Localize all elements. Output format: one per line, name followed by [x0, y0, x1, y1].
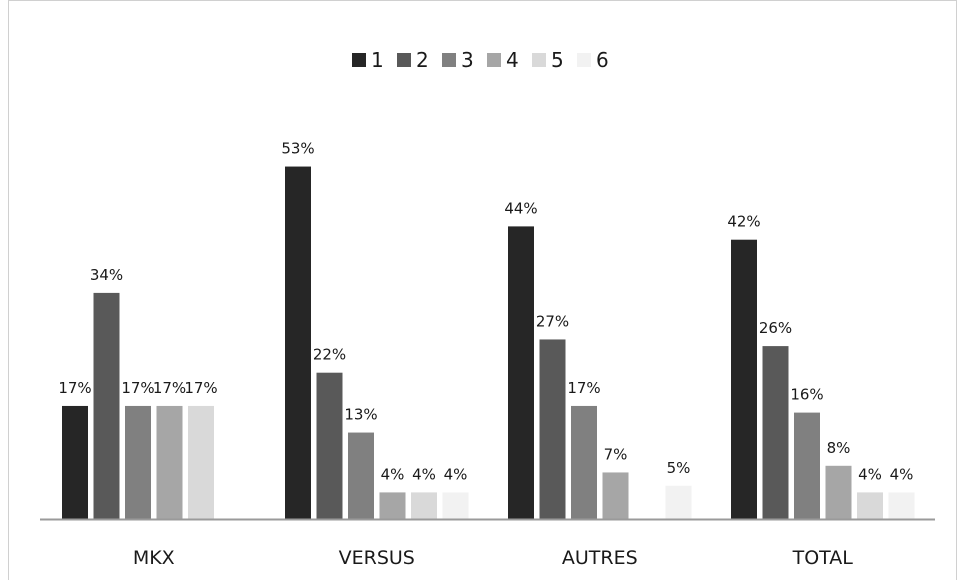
- legend-swatch-5: [532, 53, 546, 67]
- legend-label-6: 6: [596, 48, 609, 72]
- legend: 1 2 3 4 5 6: [352, 48, 609, 72]
- bar-versus-series-5: [411, 492, 437, 519]
- data-label-total-series-4: 8%: [827, 439, 851, 457]
- bar-autres-series-3: [571, 405, 597, 519]
- data-label-versus-series-1: 53%: [281, 140, 314, 158]
- data-label-mkx-series-5: 17%: [184, 379, 217, 397]
- bar-versus-series-1: [285, 166, 311, 520]
- bar-mkx-series-5: [188, 405, 214, 519]
- bar-autres-series-4: [602, 472, 629, 519]
- data-label-total-series-6: 4%: [890, 465, 914, 483]
- data-label-autres-series-2: 27%: [536, 312, 569, 330]
- bar-total-series-3: [794, 412, 820, 519]
- data-label-autres-series-6: 5%: [667, 459, 691, 477]
- data-label-total-series-2: 26%: [759, 319, 792, 337]
- category-label-autres: AUTRES: [562, 547, 638, 569]
- bar-versus-series-4: [379, 492, 406, 519]
- legend-label-2: 2: [416, 48, 429, 72]
- legend-swatch-4: [487, 53, 501, 67]
- bar-total-series-6: [888, 492, 915, 519]
- data-label-total-series-5: 4%: [858, 465, 882, 483]
- bar-total-series-4: [825, 465, 852, 519]
- data-label-autres-series-3: 17%: [567, 379, 600, 397]
- data-label-versus-series-2: 22%: [313, 346, 346, 364]
- bar-autres-series-6: [665, 485, 692, 519]
- bar-versus-series-3: [348, 432, 374, 519]
- bar-versus-series-2: [316, 372, 343, 519]
- data-label-total-series-1: 42%: [727, 213, 760, 231]
- legend-swatch-6: [577, 53, 591, 67]
- category-label-versus: VERSUS: [339, 547, 415, 569]
- bar-mkx-series-1: [62, 405, 88, 519]
- data-label-autres-series-1: 44%: [504, 199, 537, 217]
- data-label-versus-series-6: 4%: [444, 465, 468, 483]
- bar-autres-series-1: [508, 226, 534, 519]
- legend-label-4: 4: [506, 48, 519, 72]
- bar-versus-series-6: [442, 492, 469, 519]
- data-label-mkx-series-1: 17%: [58, 379, 91, 397]
- bar-mkx-series-4: [156, 405, 183, 519]
- legend-swatch-1: [352, 53, 366, 67]
- category-label-mkx: MKX: [133, 547, 175, 569]
- bar-total-series-1: [731, 239, 757, 519]
- bar-total-series-2: [762, 346, 789, 519]
- legend-label-3: 3: [461, 48, 474, 72]
- data-label-versus-series-3: 13%: [344, 406, 377, 424]
- category-label-total: TOTAL: [792, 547, 854, 569]
- data-label-mkx-series-3: 17%: [121, 379, 154, 397]
- data-label-mkx-series-2: 34%: [90, 266, 123, 284]
- bar-autres-series-2: [539, 339, 566, 519]
- data-label-autres-series-4: 7%: [604, 445, 628, 463]
- bar-mkx-series-2: [93, 292, 120, 519]
- legend-swatch-2: [397, 53, 411, 67]
- bar-total-series-5: [857, 492, 883, 519]
- category-labels: MKX VERSUS AUTRES TOTAL: [133, 547, 853, 569]
- bars: [62, 166, 915, 520]
- chart-border: [8, 0, 957, 580]
- data-label-total-series-3: 16%: [790, 386, 823, 404]
- data-label-versus-series-5: 4%: [412, 465, 436, 483]
- legend-label-1: 1: [371, 48, 384, 72]
- data-label-versus-series-4: 4%: [381, 465, 405, 483]
- data-label-mkx-series-4: 17%: [153, 379, 186, 397]
- legend-swatch-3: [442, 53, 456, 67]
- value-labels: 17%34%17%17%17%53%22%13%4% 4% 4%44%27%17%7…: [58, 140, 913, 484]
- bar-mkx-series-3: [125, 405, 151, 519]
- legend-label-5: 5: [551, 48, 564, 72]
